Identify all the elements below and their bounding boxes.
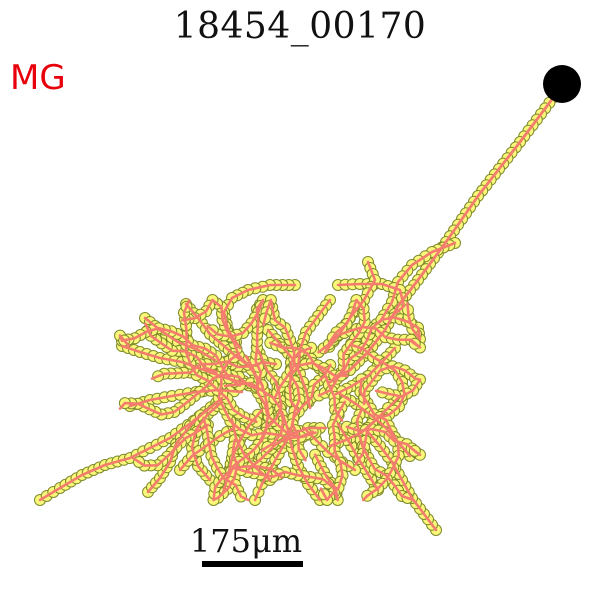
branch-lines bbox=[38, 84, 564, 532]
branch-line bbox=[288, 361, 349, 413]
branch-line bbox=[345, 425, 422, 457]
branch-line bbox=[128, 388, 244, 408]
branch-line bbox=[180, 298, 264, 388]
branch-line bbox=[120, 344, 250, 386]
scale-bar-label: 175μm bbox=[189, 522, 303, 560]
branch-line bbox=[334, 346, 397, 396]
branch-line bbox=[221, 408, 264, 495]
branch-line bbox=[182, 299, 258, 424]
branch-line bbox=[118, 326, 242, 387]
branch-line bbox=[217, 352, 317, 440]
branch-line bbox=[317, 325, 422, 354]
branch-line bbox=[349, 343, 406, 466]
branch-line bbox=[212, 438, 283, 502]
branch-line bbox=[362, 364, 422, 406]
main-branch bbox=[328, 84, 564, 384]
branch-line bbox=[319, 400, 347, 502]
scale-bar bbox=[202, 561, 303, 567]
branch-line bbox=[146, 408, 208, 494]
branch-line bbox=[366, 430, 438, 532]
branch-line bbox=[253, 430, 294, 502]
branch-line bbox=[150, 360, 278, 380]
branch-line bbox=[202, 416, 250, 502]
branch-line bbox=[378, 241, 457, 324]
branch-line bbox=[118, 373, 263, 416]
branch-line bbox=[336, 422, 380, 492]
branch-line bbox=[258, 377, 314, 439]
branch-nodes bbox=[34, 80, 568, 536]
soma bbox=[543, 65, 581, 103]
branch-line bbox=[296, 298, 332, 370]
branch-line bbox=[280, 410, 322, 502]
branch-line bbox=[246, 426, 328, 472]
branch-line bbox=[184, 302, 254, 370]
branch-line bbox=[190, 400, 224, 482]
branch-line bbox=[227, 346, 283, 479]
branch-line bbox=[223, 381, 285, 452]
branch-line bbox=[336, 282, 406, 320]
branch-line bbox=[338, 392, 412, 458]
branch-line bbox=[266, 328, 312, 410]
branch-line bbox=[302, 426, 357, 472]
branch-line bbox=[178, 426, 236, 472]
branch-line bbox=[269, 341, 344, 422]
branch-line bbox=[144, 322, 218, 374]
branch-line bbox=[143, 316, 217, 362]
branch-line bbox=[283, 363, 332, 443]
branch-line bbox=[332, 302, 422, 381]
cell-type-label: MG bbox=[10, 58, 66, 98]
branch-line bbox=[233, 453, 339, 502]
branch-line bbox=[355, 407, 415, 502]
figure-title: 18454_00170 bbox=[173, 6, 427, 47]
branch-line bbox=[206, 298, 265, 387]
branch-line bbox=[262, 298, 296, 401]
branch-line bbox=[132, 423, 210, 467]
branch-line bbox=[230, 418, 272, 482]
